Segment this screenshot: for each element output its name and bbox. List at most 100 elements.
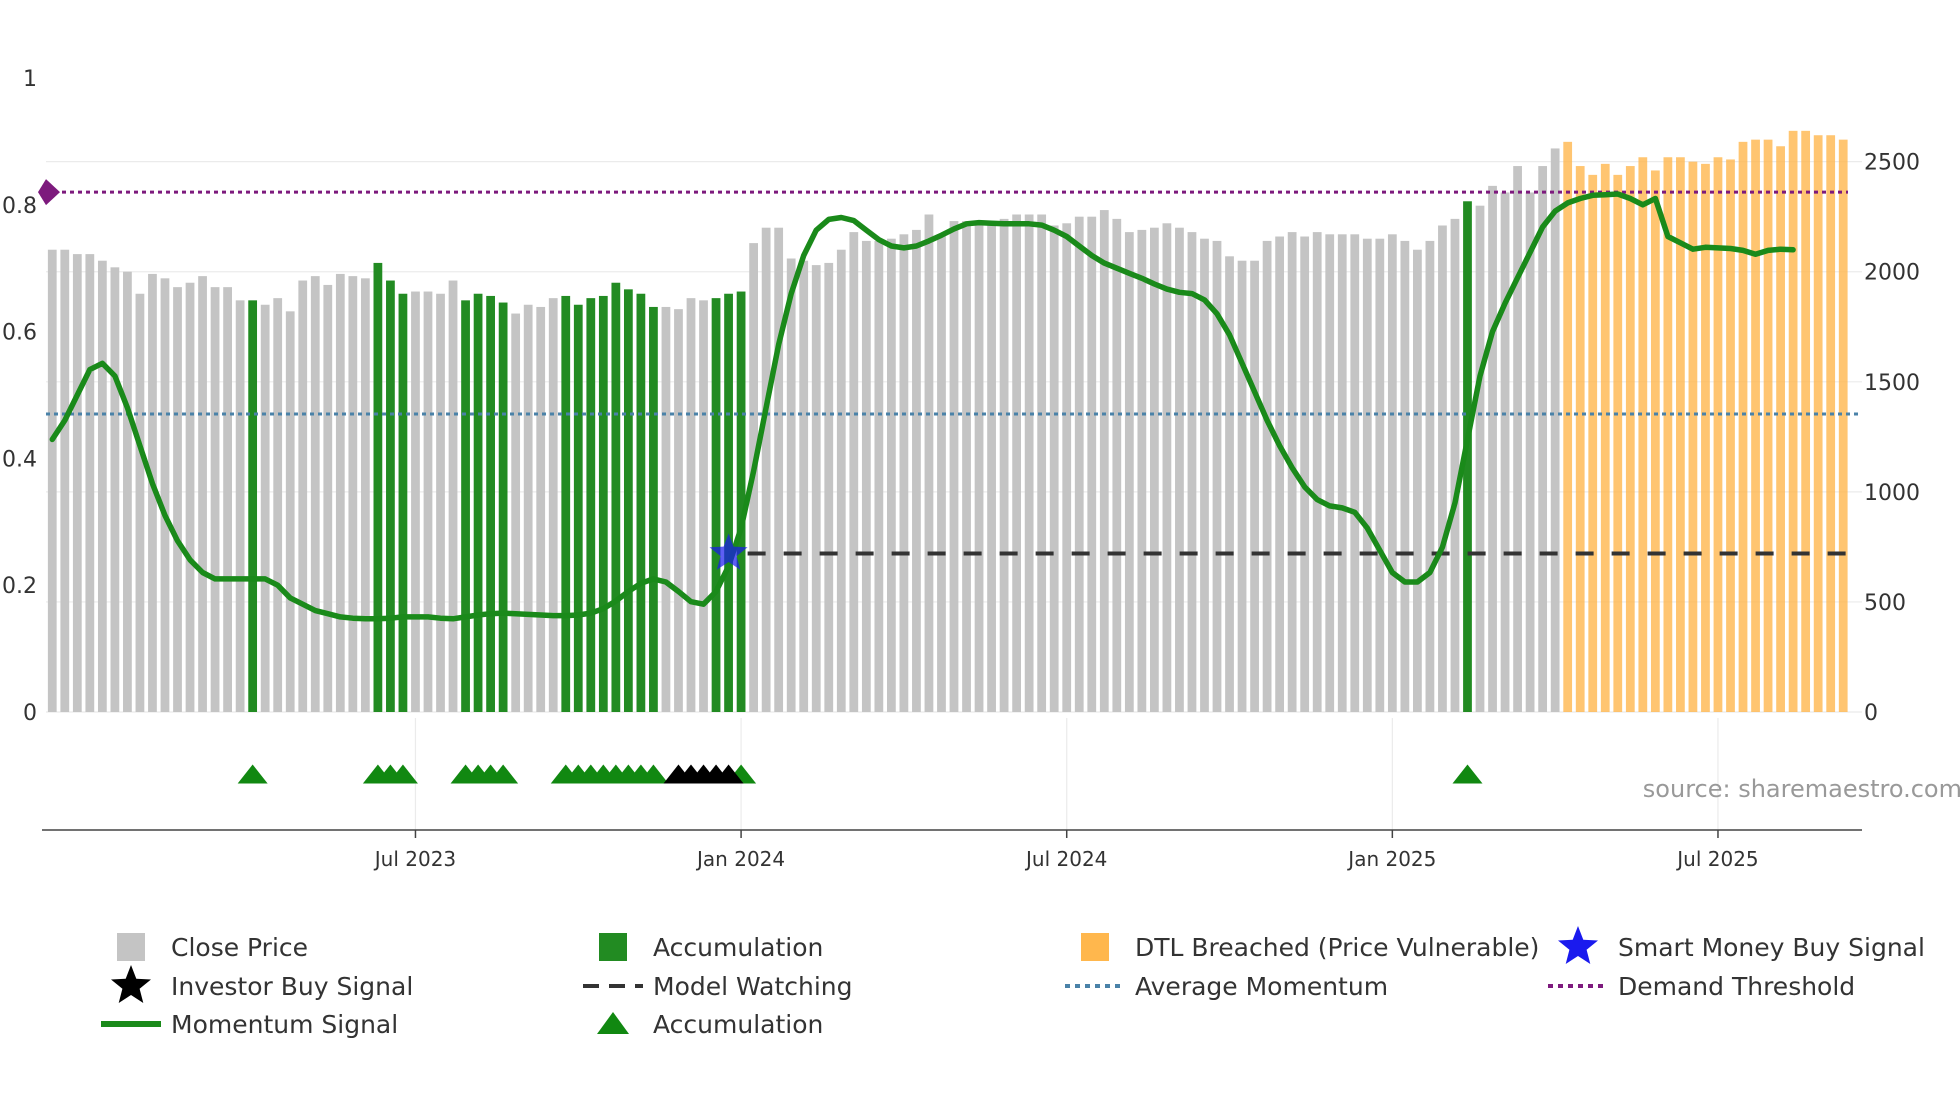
legend-momentum-signal: Momentum Signal bbox=[101, 1010, 398, 1039]
close-price-bar-103 bbox=[1337, 234, 1347, 712]
legend: Close Price Accumulation DTL Breached (Pri… bbox=[101, 926, 1925, 1039]
legend-smart-money-label: Smart Money Buy Signal bbox=[1618, 933, 1925, 962]
accumulation-bar-27 bbox=[386, 280, 395, 712]
dtl-breached-bar-124 bbox=[1600, 163, 1610, 712]
legend-accumulation-marker: Accumulation bbox=[597, 1010, 823, 1039]
close-price-bar-17 bbox=[260, 304, 270, 712]
accumulation-bar-42 bbox=[573, 304, 583, 712]
right-tick-label-1: 500 bbox=[1864, 591, 1906, 616]
close-price-bar-23 bbox=[335, 273, 345, 712]
close-price-bar-13 bbox=[210, 287, 220, 712]
price-bars bbox=[47, 130, 1848, 713]
dtl-breached-bar-142 bbox=[1826, 135, 1836, 713]
close-price-bar-32 bbox=[448, 280, 458, 712]
close-price-bar-0 bbox=[47, 249, 57, 713]
legend-average-momentum-label: Average Momentum bbox=[1135, 972, 1388, 1001]
accumulation-triangle-16 bbox=[237, 764, 268, 784]
legend-accumulation-bar: Accumulation bbox=[599, 933, 823, 962]
close-price-bar-51 bbox=[686, 298, 696, 712]
close-price-bar-21 bbox=[310, 276, 320, 712]
close-price-bar-80 bbox=[1049, 225, 1059, 713]
investor-buy-triangle-54 bbox=[713, 764, 744, 784]
close-price-bar-82 bbox=[1074, 216, 1084, 712]
close-price-bar-89 bbox=[1162, 223, 1172, 712]
x-tick-label-4: Jul 2025 bbox=[1675, 847, 1758, 871]
dtl-breached-bar-133 bbox=[1713, 157, 1723, 712]
accumulation-bar-26 bbox=[373, 262, 383, 712]
close-price-bar-112 bbox=[1450, 218, 1460, 712]
close-price-bar-52 bbox=[699, 300, 708, 712]
dtl-breached-bar-143 bbox=[1838, 139, 1848, 712]
close-price-bar-100 bbox=[1300, 236, 1310, 712]
dtl-breached-bar-136 bbox=[1751, 139, 1760, 712]
close-price-bar-64 bbox=[849, 232, 859, 712]
axes: Jul 2023 Jan 2024 Jul 2024 Jan 2025 Jul 2025… bbox=[2, 67, 1920, 871]
source-label: source: sharemaestro.com bbox=[1643, 775, 1960, 803]
close-price-bar-40 bbox=[548, 298, 558, 712]
dtl-breached-bar-132 bbox=[1701, 163, 1710, 712]
close-price-bar-79 bbox=[1037, 214, 1047, 712]
close-price-bar-110 bbox=[1425, 240, 1435, 712]
legend-momentum-signal-label: Momentum Signal bbox=[171, 1010, 398, 1039]
dtl-breached-bar-131 bbox=[1688, 161, 1698, 712]
close-price-bar-95 bbox=[1237, 260, 1247, 712]
x-tick-label-0: Jul 2023 bbox=[373, 847, 456, 871]
close-price-bar-68 bbox=[899, 234, 909, 712]
right-tick-label-2: 1000 bbox=[1864, 481, 1920, 506]
close-price-bar-120 bbox=[1550, 148, 1560, 712]
accumulation-bar-36 bbox=[498, 302, 508, 712]
close-price-bar-25 bbox=[360, 278, 370, 712]
legend-model-watching-label: Model Watching bbox=[653, 972, 853, 1001]
accumulation-bar-48 bbox=[649, 306, 658, 712]
close-price-bar-2 bbox=[72, 254, 82, 712]
x-tick-label-1: Jan 2024 bbox=[695, 847, 785, 871]
legend-accumulation-bar-label: Accumulation bbox=[653, 933, 823, 962]
close-price-bar-83 bbox=[1087, 216, 1097, 712]
close-price-bar-119 bbox=[1538, 166, 1548, 713]
close-price-bar-94 bbox=[1225, 256, 1234, 712]
close-price-bar-24 bbox=[348, 276, 358, 712]
legend-model-watching: Model Watching bbox=[583, 972, 853, 1001]
close-price-bar-66 bbox=[874, 240, 884, 712]
close-price-bar-115 bbox=[1488, 185, 1497, 713]
accumulation-bar-45 bbox=[611, 282, 621, 712]
legend-demand-threshold: Demand Threshold bbox=[1548, 972, 1855, 1001]
close-price-bar-14 bbox=[223, 287, 232, 712]
legend-dtl-breached-label: DTL Breached (Price Vulnerable) bbox=[1135, 933, 1539, 962]
close-price-bar-116 bbox=[1500, 192, 1510, 712]
dtl-breached-bar-127 bbox=[1638, 157, 1648, 712]
dtl-breached-bar-139 bbox=[1788, 130, 1798, 713]
close-price-bar-67 bbox=[886, 238, 896, 712]
close-price-bar-74 bbox=[974, 221, 984, 712]
close-price-bar-60 bbox=[799, 260, 809, 712]
dtl-breached-bar-129 bbox=[1663, 157, 1673, 712]
accumulation-bar-47 bbox=[636, 293, 646, 712]
accumulation-bar-16 bbox=[248, 300, 258, 712]
dtl-breached-bar-126 bbox=[1625, 166, 1635, 713]
close-price-bar-92 bbox=[1200, 238, 1209, 712]
legend-close-price: Close Price bbox=[117, 933, 308, 962]
close-price-bar-118 bbox=[1525, 192, 1535, 712]
accumulation-bar-113 bbox=[1463, 201, 1472, 712]
left-tick-label-2: 0.4 bbox=[2, 447, 37, 472]
close-price-bar-97 bbox=[1262, 240, 1272, 712]
close-price-bar-50 bbox=[674, 309, 683, 712]
close-price-bar-57 bbox=[761, 227, 771, 712]
close-price-bar-102 bbox=[1325, 234, 1335, 712]
smart-money-star bbox=[709, 533, 748, 570]
dtl-breached-bar-135 bbox=[1738, 141, 1748, 712]
legend-investor-buy-star-icon bbox=[111, 965, 151, 1003]
left-tick-label-3: 0.6 bbox=[2, 321, 37, 346]
close-price-bar-106 bbox=[1375, 238, 1385, 712]
dtl-breached-bar-141 bbox=[1813, 135, 1823, 713]
close-price-bar-49 bbox=[661, 306, 671, 712]
left-tick-label-5: 1 bbox=[23, 67, 37, 92]
legend-accumulation-bar-swatch bbox=[599, 933, 627, 961]
x-tick-label-3: Jan 2025 bbox=[1346, 847, 1436, 871]
close-price-bar-9 bbox=[160, 278, 170, 712]
close-price-bar-6 bbox=[123, 271, 132, 712]
close-price-bar-85 bbox=[1112, 218, 1122, 712]
close-price-bar-4 bbox=[97, 260, 107, 712]
momentum-signal-line bbox=[49, 191, 1796, 622]
dtl-breached-bar-128 bbox=[1650, 170, 1660, 713]
